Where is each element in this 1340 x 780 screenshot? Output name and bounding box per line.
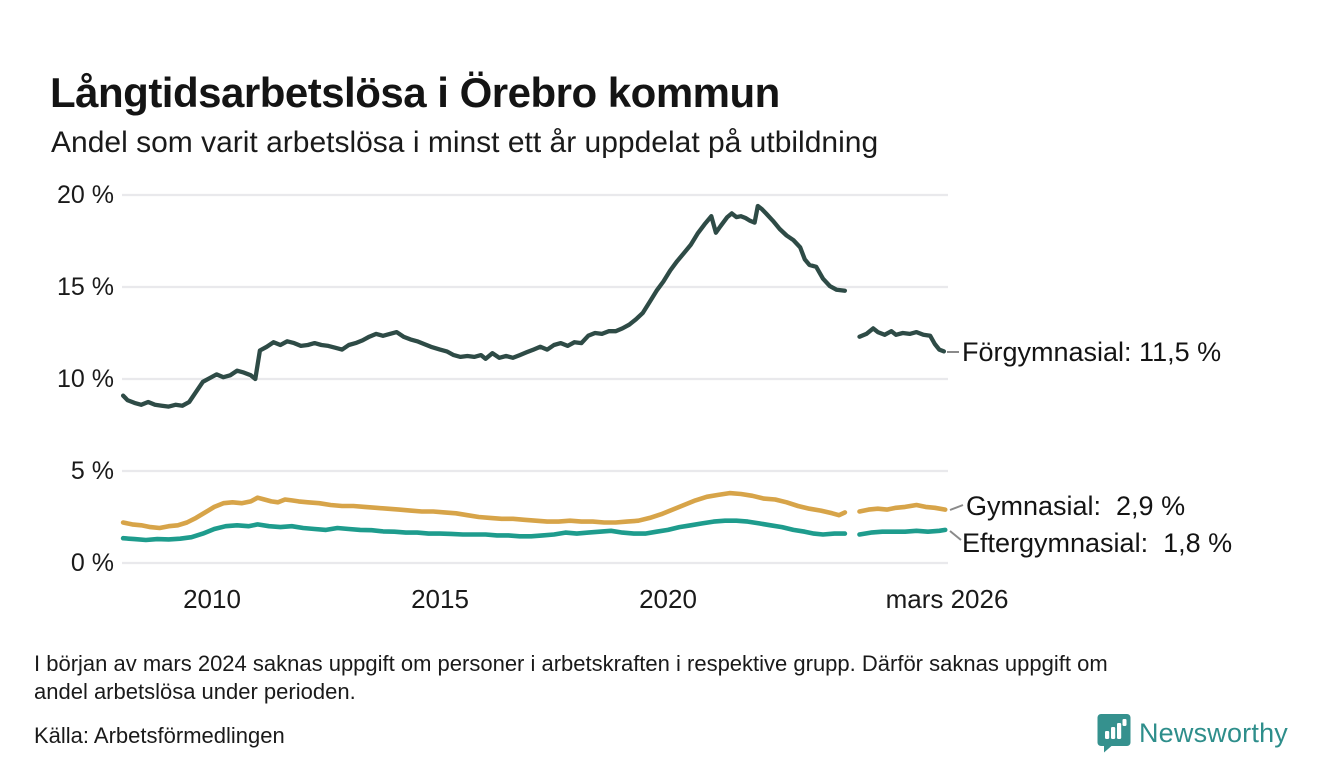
y-axis-tick-15: 15 % <box>57 273 114 301</box>
x-axis-tick-2020: 2020 <box>639 584 697 614</box>
y-axis-tick-20: 20 % <box>57 181 114 209</box>
footnote-line-2: andel arbetslösa under perioden. <box>34 679 356 704</box>
x-axis-tick-2010: 2010 <box>183 584 241 614</box>
bar-tall <box>1116 723 1122 739</box>
series-label-forgymnasial: Förgymnasial: 11,5 % <box>962 337 1222 367</box>
series-line-eftergymnasial-seg1 <box>120 518 848 543</box>
bar-small <box>1104 731 1110 739</box>
series-line-förgymnasial-seg1 <box>120 203 848 409</box>
x-axis-tick-2015: 2015 <box>411 584 469 614</box>
series-line-förgymnasial-seg2 <box>857 326 947 354</box>
exclamation-dot <box>1122 719 1127 726</box>
footnote: I början av mars 2024 saknas uppgift om … <box>34 650 1304 706</box>
chart-subtitle: Andel som varit arbetslösa i minst ett å… <box>51 126 879 159</box>
label-connectors <box>947 351 964 541</box>
series-label-eftergymnasial: Eftergymnasial: 1,8 % <box>962 528 1233 558</box>
connector-eftergymnasial <box>949 530 962 541</box>
newsworthy-logo: Newsworthy <box>1097 713 1288 753</box>
newsworthy-wordmark: Newsworthy <box>1138 718 1288 748</box>
gridlines <box>122 193 948 565</box>
series-line-eftergymnasial-seg2 <box>857 527 948 537</box>
bar-medium <box>1110 727 1116 739</box>
line-chart-canvas <box>120 193 964 565</box>
series-label-gymnasial: Gymnasial: 2,9 % <box>966 491 1186 521</box>
source-label: Källa: Arbetsförmedlingen <box>34 723 285 748</box>
x-axis-tick-mars-2026: mars 2026 <box>885 584 1009 614</box>
series-lines <box>120 203 948 543</box>
page-title: Långtidsarbetslösa i Örebro kommun <box>50 69 780 117</box>
y-axis-tick-5: 5 % <box>70 457 114 485</box>
footnote-line-1: I början av mars 2024 saknas uppgift om … <box>34 651 1108 676</box>
y-axis-tick-0: 0 % <box>70 549 114 577</box>
series-line-gymnasial-seg1 <box>120 490 848 531</box>
newsworthy-icon <box>1097 714 1131 753</box>
connector-gymnasial <box>949 504 964 511</box>
y-axis-tick-10: 10 % <box>57 365 114 393</box>
series-line-gymnasial-seg2 <box>857 502 948 514</box>
